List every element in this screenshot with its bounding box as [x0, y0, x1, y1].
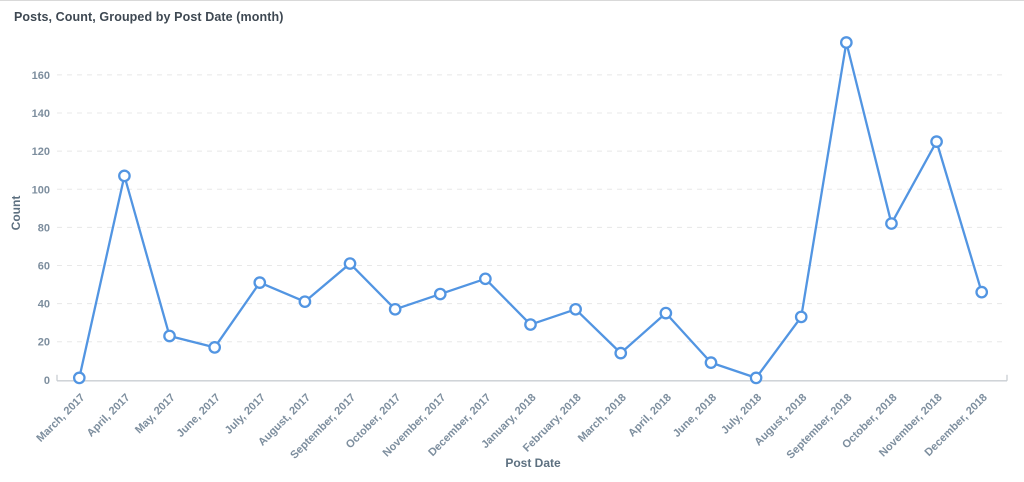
- x-axis-title: Post Date: [505, 456, 561, 470]
- y-axis-title: Count: [9, 196, 23, 231]
- data-point[interactable]: [839, 36, 853, 49]
- data-point[interactable]: [388, 302, 402, 316]
- data-point[interactable]: [614, 346, 628, 360]
- data-point[interactable]: [659, 306, 673, 320]
- x-tick-label: July, 2017: [223, 392, 268, 437]
- data-point[interactable]: [433, 287, 447, 301]
- data-point[interactable]: [885, 217, 898, 230]
- data-point[interactable]: [930, 135, 943, 148]
- y-tick-label: 100: [32, 184, 50, 196]
- x-tick-label: June, 2017: [175, 392, 223, 440]
- x-tick-label: March, 2017: [34, 392, 87, 445]
- y-tick-label: 20: [38, 337, 50, 349]
- y-tick-label: 160: [32, 70, 50, 82]
- x-tick-label: April, 2018: [626, 392, 674, 440]
- data-point[interactable]: [343, 257, 357, 270]
- x-tick-label: March, 2018: [576, 392, 629, 445]
- y-tick-label: 80: [38, 222, 50, 234]
- data-point[interactable]: [749, 371, 763, 385]
- y-tick-label: 0: [44, 375, 50, 387]
- data-point[interactable]: [479, 272, 492, 286]
- chart-title: Posts, Count, Grouped by Post Date (mont…: [14, 10, 284, 24]
- x-tick-label: July, 2018: [719, 392, 764, 437]
- data-point[interactable]: [569, 302, 582, 316]
- data-point[interactable]: [118, 169, 131, 183]
- data-point[interactable]: [163, 329, 176, 343]
- y-tick-label: 140: [32, 108, 50, 120]
- data-point[interactable]: [704, 356, 718, 370]
- y-tick-label: 120: [32, 146, 50, 158]
- data-point[interactable]: [253, 276, 267, 289]
- y-tick-label: 60: [38, 260, 50, 272]
- x-tick-label: June, 2018: [671, 392, 719, 440]
- y-tick-label: 40: [38, 299, 50, 311]
- x-tick-label: May, 2017: [133, 392, 178, 437]
- data-point[interactable]: [72, 371, 86, 385]
- data-point[interactable]: [975, 285, 989, 299]
- x-tick-label: April, 2017: [85, 392, 133, 440]
- data-point[interactable]: [298, 295, 312, 309]
- data-point[interactable]: [524, 318, 537, 331]
- data-point[interactable]: [208, 341, 222, 354]
- data-point[interactable]: [794, 310, 808, 324]
